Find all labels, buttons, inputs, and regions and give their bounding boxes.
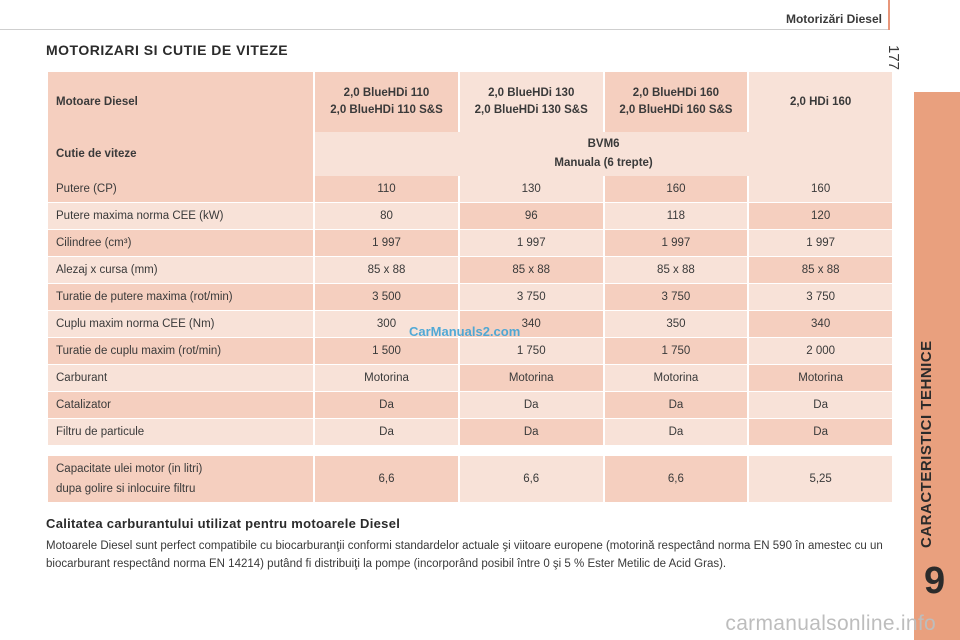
table-row: Filtru de particule Da Da Da Da bbox=[48, 419, 892, 446]
row-value: 85 x 88 bbox=[459, 257, 603, 284]
page-number: 177 bbox=[885, 45, 902, 71]
header-title: Motorizări Diesel bbox=[785, 12, 882, 26]
row-value: Motorina bbox=[315, 365, 458, 392]
row-value: 120 bbox=[749, 203, 892, 230]
row-value: 85 x 88 bbox=[604, 257, 748, 284]
row-label: Catalizator bbox=[48, 392, 314, 419]
row-value: 340 bbox=[459, 311, 603, 338]
row-value: Da bbox=[749, 392, 892, 419]
row-value: 3 750 bbox=[749, 284, 892, 311]
subsection-title: Calitatea carburantului utilizat pentru … bbox=[46, 516, 401, 531]
row-value: 3 500 bbox=[315, 284, 458, 311]
table-header-row: Motoare Diesel 2,0 BlueHDi 110 2,0 BlueH… bbox=[48, 72, 892, 132]
row-value: 160 bbox=[604, 176, 748, 203]
row-value: Motorina bbox=[749, 365, 892, 392]
row-value: 130 bbox=[459, 176, 603, 203]
engine-column-header: 2,0 BlueHDi 130 2,0 BlueHDi 130 S&S bbox=[459, 72, 603, 132]
footer-watermark: carmanualsonline.info bbox=[725, 612, 936, 635]
row-value: Da bbox=[459, 419, 603, 446]
row-label: Cilindree (cm³) bbox=[48, 230, 314, 257]
row-value: 350 bbox=[604, 311, 748, 338]
chapter-side-tab bbox=[914, 92, 960, 640]
row-label: Putere (CP) bbox=[48, 176, 314, 203]
row-value: 1 997 bbox=[315, 230, 458, 257]
row-value: 300 bbox=[315, 311, 458, 338]
gearbox-value: BVM6 Manuala (6 trepte) bbox=[315, 132, 892, 176]
row-value: 1 500 bbox=[315, 338, 458, 365]
row-value: 340 bbox=[749, 311, 892, 338]
row-value: 3 750 bbox=[604, 284, 748, 311]
row-label: Putere maxima norma CEE (kW) bbox=[48, 203, 314, 230]
row-value: Da bbox=[604, 392, 748, 419]
row-label: Cuplu maxim norma CEE (Nm) bbox=[48, 311, 314, 338]
subsection-paragraph: Motoarele Diesel sunt perfect compatibil… bbox=[46, 540, 883, 570]
row-value: Motorina bbox=[459, 365, 603, 392]
table-row: Turatie de putere maxima (rot/min) 3 500 3… bbox=[48, 284, 892, 311]
engine-column-header: 2,0 BlueHDi 110 2,0 BlueHDi 110 S&S bbox=[315, 72, 458, 132]
chapter-number: 9 bbox=[924, 560, 946, 602]
oil-capacity-value: 6,6 bbox=[459, 456, 603, 502]
row-value: 118 bbox=[604, 203, 748, 230]
table-row: Putere maxima norma CEE (kW) 80 96 118 120 bbox=[48, 203, 892, 230]
row-value: 1 997 bbox=[749, 230, 892, 257]
chapter-label: CARACTERISTICI TEHNICE bbox=[918, 340, 935, 548]
oil-capacity-value: 6,6 bbox=[315, 456, 458, 502]
row-label: Filtru de particule bbox=[48, 419, 314, 446]
row-value: 80 bbox=[315, 203, 458, 230]
row-value: 1 997 bbox=[459, 230, 603, 257]
row-value: 160 bbox=[749, 176, 892, 203]
row-label: Turatie de cuplu maxim (rot/min) bbox=[48, 338, 314, 365]
gearbox-row: Cutie de viteze BVM6 Manuala (6 trepte) bbox=[48, 132, 892, 176]
row-value: 110 bbox=[315, 176, 458, 203]
row-label: Alezaj x cursa (mm) bbox=[48, 257, 314, 284]
gearbox-label: Cutie de viteze bbox=[48, 132, 314, 176]
header-divider bbox=[0, 29, 890, 30]
oil-capacity-row: Capacitate ulei motor (in litri) dupa go… bbox=[48, 456, 892, 502]
row-value: 85 x 88 bbox=[315, 257, 458, 284]
row-value: 96 bbox=[459, 203, 603, 230]
table-row: Catalizator Da Da Da Da bbox=[48, 392, 892, 419]
row-value: 1 750 bbox=[604, 338, 748, 365]
table-spacer bbox=[48, 446, 892, 456]
row-value: Da bbox=[749, 419, 892, 446]
spec-rows: Putere (CP) 110 130 160 160 Putere maxima nor… bbox=[48, 176, 892, 446]
oil-capacity-label: Capacitate ulei motor (in litri) dupa go… bbox=[48, 456, 314, 502]
row-value: Da bbox=[315, 392, 458, 419]
row-value: Da bbox=[604, 419, 748, 446]
engine-column-header: 2,0 HDi 160 bbox=[749, 72, 892, 132]
table-row: Turatie de cuplu maxim (rot/min) 1 500 1 7… bbox=[48, 338, 892, 365]
section-title: MOTORIZARI SI CUTIE DE VITEZE bbox=[46, 42, 289, 58]
engine-header-label: Motoare Diesel bbox=[48, 72, 314, 132]
row-value: Motorina bbox=[604, 365, 748, 392]
row-value: 1 750 bbox=[459, 338, 603, 365]
engine-column-header: 2,0 BlueHDi 160 2,0 BlueHDi 160 S&S bbox=[604, 72, 748, 132]
oil-capacity-value: 5,25 bbox=[749, 456, 892, 502]
table-row: Cilindree (cm³) 1 997 1 997 1 997 1 997 bbox=[48, 230, 892, 257]
watermark-logo: CarManuals2.com bbox=[409, 324, 521, 339]
row-label: Turatie de putere maxima (rot/min) bbox=[48, 284, 314, 311]
oil-capacity-value: 6,6 bbox=[604, 456, 748, 502]
row-value: Da bbox=[459, 392, 603, 419]
table-row: Putere (CP) 110 130 160 160 bbox=[48, 176, 892, 203]
header-accent-mark bbox=[888, 0, 890, 30]
engine-spec-table: Motoare Diesel 2,0 BlueHDi 110 2,0 BlueH… bbox=[46, 72, 894, 502]
table-row: Alezaj x cursa (mm) 85 x 88 85 x 88 85 x 88… bbox=[48, 257, 892, 284]
row-value: Da bbox=[315, 419, 458, 446]
table-row: Carburant Motorina Motorina Motorina Motorin… bbox=[48, 365, 892, 392]
row-value: 1 997 bbox=[604, 230, 748, 257]
row-value: 2 000 bbox=[749, 338, 892, 365]
table-row: Cuplu maxim norma CEE (Nm) 300 340 350 340 bbox=[48, 311, 892, 338]
row-label: Carburant bbox=[48, 365, 314, 392]
row-value: 3 750 bbox=[459, 284, 603, 311]
row-value: 85 x 88 bbox=[749, 257, 892, 284]
